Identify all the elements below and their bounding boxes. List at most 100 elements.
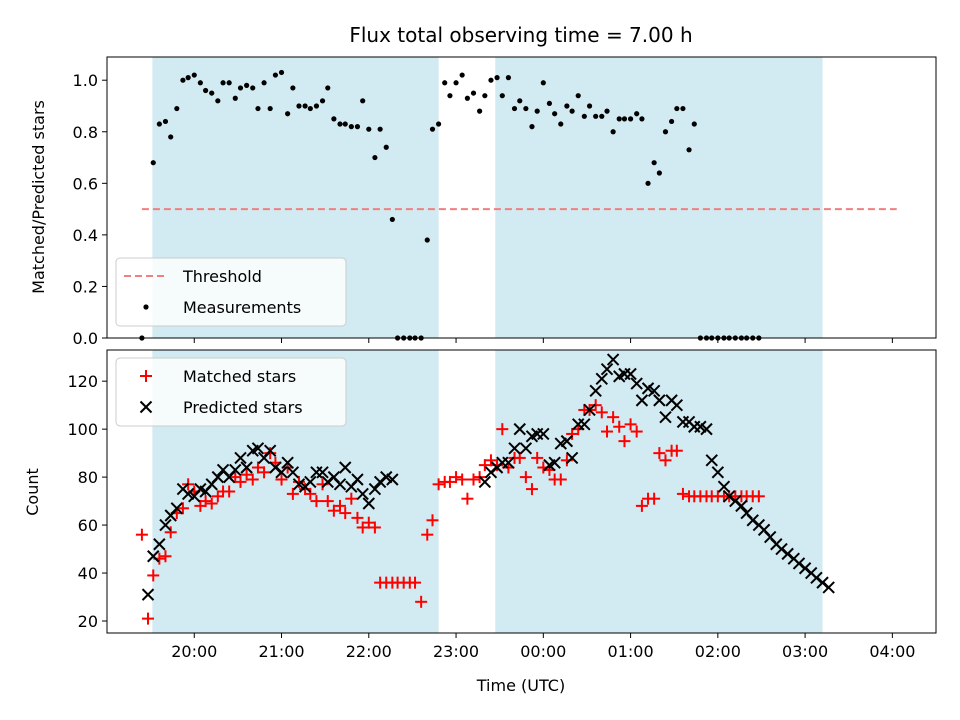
data-point <box>319 98 326 104</box>
data-point <box>517 98 523 104</box>
data-point <box>415 595 428 608</box>
data-point <box>613 420 626 433</box>
top-y-axis-title: Matched/Predicted stars <box>29 100 48 294</box>
data-point-b <box>263 444 277 457</box>
bottom-y-axis: 20 40 60 80 100 120 <box>67 372 107 631</box>
data-point <box>203 87 209 94</box>
data-point <box>616 116 622 122</box>
data-point <box>164 526 177 539</box>
x-axis: 20:00 21:00 22:00 23:00 00:00 01:00 02:00 03:00… <box>171 633 915 661</box>
data-point-b <box>181 487 195 501</box>
data-point-b <box>659 410 672 424</box>
data-point <box>578 418 591 431</box>
data-point <box>456 473 469 486</box>
y-tick-label: 0.8 <box>73 123 98 142</box>
data-point <box>258 466 271 479</box>
data-point <box>505 75 512 81</box>
data-point <box>529 124 535 130</box>
data-point-b <box>735 499 748 513</box>
data-point <box>368 521 381 534</box>
data-point <box>234 475 247 488</box>
x-tick-label: 21:00 <box>258 642 304 661</box>
data-point <box>499 93 505 99</box>
data-point-b <box>822 581 835 594</box>
data-point-b <box>694 420 707 433</box>
data-point <box>691 121 697 127</box>
data-point <box>372 154 378 161</box>
data-point <box>519 471 532 484</box>
data-point <box>383 144 389 150</box>
data-point-b <box>647 384 661 397</box>
data-point <box>356 521 369 534</box>
data-point <box>234 451 247 465</box>
data-point <box>339 461 352 474</box>
data-point <box>659 454 672 467</box>
data-point <box>513 422 526 436</box>
data-point <box>424 237 430 243</box>
data-point <box>389 216 395 223</box>
data-point <box>546 100 553 107</box>
data-point <box>368 482 382 496</box>
data-point <box>156 121 162 127</box>
x-tick-label: 20:00 <box>171 642 217 661</box>
legend-label: Predicted stars <box>183 398 303 417</box>
data-point <box>205 497 218 510</box>
data-point <box>244 82 250 88</box>
data-point-b <box>653 394 666 407</box>
data-point <box>674 105 680 112</box>
data-point <box>467 473 480 486</box>
data-point <box>630 377 643 390</box>
data-point-b <box>740 506 753 520</box>
data-point <box>199 495 212 508</box>
data-point <box>447 93 453 99</box>
data-point-b <box>234 451 247 465</box>
data-point <box>525 483 538 496</box>
data-point-b <box>705 454 718 467</box>
data-point <box>191 72 197 78</box>
data-point <box>606 353 620 366</box>
data-point <box>651 160 657 166</box>
data-point <box>586 103 593 109</box>
data-point <box>302 103 308 109</box>
bottom-plot-frame <box>106 349 937 634</box>
data-point <box>263 444 277 457</box>
data-point <box>508 442 521 455</box>
data-point <box>211 470 225 484</box>
data-point <box>752 490 765 503</box>
data-point <box>316 466 329 479</box>
y-tick-label: 40 <box>78 564 98 583</box>
data-point <box>162 118 169 125</box>
data-point-b <box>513 422 526 436</box>
data-point <box>593 113 599 119</box>
data-point <box>356 487 369 501</box>
data-point-b <box>141 588 155 601</box>
data-point-b <box>211 470 225 484</box>
data-point <box>477 108 483 114</box>
data-point-b <box>380 470 393 484</box>
data-point <box>621 116 628 122</box>
data-point-b <box>763 530 777 544</box>
legend-box <box>115 357 347 427</box>
data-point-b <box>194 482 207 496</box>
data-point-b <box>630 377 643 390</box>
data-point <box>604 108 610 114</box>
data-point <box>624 367 637 381</box>
data-point <box>461 492 474 505</box>
data-point <box>377 126 383 132</box>
data-point-b <box>717 480 731 493</box>
data-point <box>659 410 672 424</box>
data-point <box>362 497 375 510</box>
data-point <box>583 403 596 417</box>
data-point <box>304 487 317 500</box>
data-point-b <box>700 422 713 436</box>
measurements-series <box>139 69 762 341</box>
x-tick-label: 03:00 <box>782 642 828 661</box>
top-y-axis: 0.0 0.2 0.4 0.6 0.8 1.0 <box>73 71 107 348</box>
data-point <box>147 569 160 582</box>
y-tick-label: 1.0 <box>73 71 98 90</box>
data-point-b <box>624 367 637 381</box>
x-tick-label: 04:00 <box>869 642 915 661</box>
data-point-b <box>339 461 352 474</box>
legend-marker <box>143 304 149 310</box>
